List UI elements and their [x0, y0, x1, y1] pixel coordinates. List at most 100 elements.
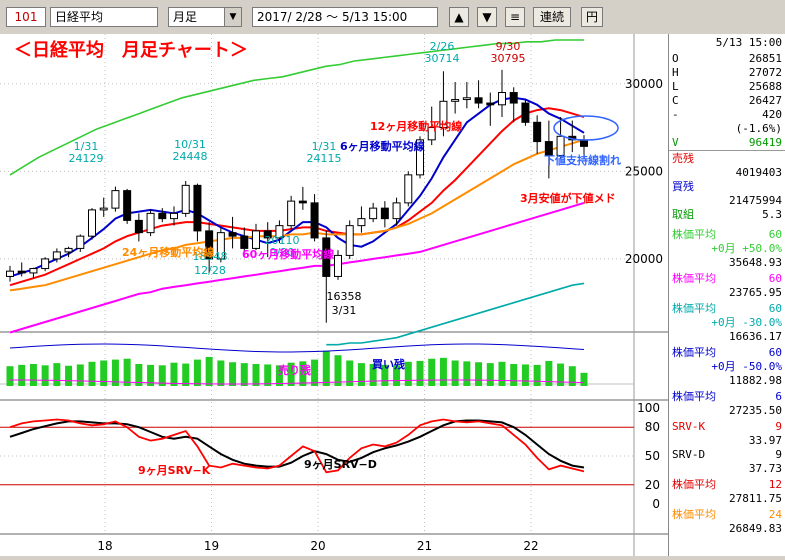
ohlc-value: 27072	[748, 66, 782, 79]
ma-line	[9, 107, 585, 287]
candle-body	[228, 232, 237, 237]
volume-bar	[568, 366, 576, 386]
annotation-label: 売り残	[278, 363, 311, 377]
volume-bar	[498, 361, 506, 386]
srv-tick-label: 50	[645, 449, 660, 463]
scroll-up-button[interactable]: ▲	[449, 7, 469, 27]
volume-bar	[557, 363, 565, 386]
ma60-3-pct: +0月 -30.0%	[711, 316, 782, 329]
ma-line	[9, 39, 584, 176]
annotation-label: 18948	[193, 250, 228, 263]
ohlc-key: C	[672, 94, 679, 107]
volume-bar	[100, 360, 108, 386]
quote-date-row: 5/13 15:00	[672, 36, 782, 49]
candle-body	[427, 127, 436, 141]
srv-tick-label: 20	[645, 478, 660, 492]
candle-body	[6, 270, 14, 277]
ohlc-value: 420	[762, 108, 782, 121]
volume-bar	[381, 364, 389, 386]
period-select-value: 月足	[173, 10, 198, 24]
buy-remain-label-row: 買残	[672, 180, 782, 193]
volume-bar	[428, 358, 436, 386]
ohlc-value: 25688	[748, 80, 782, 93]
volume-bar	[135, 364, 143, 386]
candle-body	[41, 258, 50, 270]
ma12-value-row: 27811.75	[672, 492, 782, 505]
candle-body	[369, 207, 378, 220]
toolbar: 101 日経平均 月足 ▼ 2017/ 2/28 〜 5/13 15:00 ▲ …	[0, 0, 785, 35]
scroll-down-button[interactable]: ▼	[477, 7, 497, 27]
srv-tick-label: 100	[637, 401, 660, 415]
date-range-field: 2017/ 2/28 〜 5/13 15:00	[252, 7, 438, 27]
candle-body	[439, 100, 448, 129]
ohlc-row: L 25688	[672, 80, 782, 93]
stock-name-field[interactable]: 日経平均	[50, 7, 158, 27]
candle-body	[146, 212, 155, 234]
ma6-value-row: 27235.50	[672, 404, 782, 417]
ohlc-key: L	[672, 80, 679, 93]
volume-bar	[357, 363, 365, 386]
x-tick-label: 22	[523, 539, 538, 553]
candle-body	[416, 139, 424, 176]
ma60-4-pct-row: +0月 -50.0%	[672, 360, 782, 373]
candle-body	[287, 200, 296, 227]
candle-body	[205, 230, 214, 260]
volume-bar	[369, 364, 377, 386]
ma60-4-period: 60	[768, 346, 782, 359]
menu-button[interactable]: ≡	[505, 7, 525, 27]
candle-body	[580, 139, 588, 147]
annotation-label: 16358	[327, 290, 362, 303]
volume-bar	[170, 362, 178, 386]
volume-bar	[18, 364, 26, 386]
ma60-1-row: 株価平均 60	[672, 228, 782, 241]
ma-line	[326, 282, 585, 346]
ohlc-row: C 26427	[672, 94, 782, 107]
candle-body	[380, 207, 389, 220]
candle-body	[509, 92, 518, 104]
candle-body	[486, 102, 495, 106]
chart-title: ＜日経平均 月足チャート＞	[14, 39, 248, 61]
volume-bar	[182, 363, 190, 386]
volume-bar	[533, 364, 541, 386]
volume-bar	[275, 365, 283, 386]
sell-remain-value-row: 4019403	[672, 166, 782, 179]
ma24-value: 26849.83	[729, 522, 782, 535]
chart-area: 18 19 20 21 22 30000 25000 20000 100 80 50 20 0 ＜日経平均…	[0, 34, 668, 556]
annotation-label: 24ヶ月移動平均線	[122, 245, 214, 259]
candle-body	[193, 184, 202, 232]
candle-body	[64, 247, 73, 253]
sell-remain-value: 4019403	[735, 166, 782, 179]
period-select[interactable]: 月足 ▼	[168, 7, 242, 27]
volume-bar	[510, 364, 518, 386]
candle-body	[88, 209, 96, 237]
buy-remain-label: 買残	[672, 180, 694, 193]
ma60-4-value-row: 11882.98	[672, 374, 782, 387]
volume-bar	[299, 361, 307, 386]
x-tick-label: 21	[417, 539, 432, 553]
srvd-value-row: 37.73	[672, 462, 782, 475]
candle-body	[99, 207, 108, 211]
ma60-4-pct: +0月 -50.0%	[711, 360, 782, 373]
candle-body	[76, 235, 85, 249]
annotation-label: 下値支持線割れ	[544, 153, 621, 167]
ma-line	[9, 138, 585, 292]
ma24-value-row: 26849.83	[672, 522, 782, 535]
stock-code-field[interactable]: 101	[6, 7, 46, 27]
volume-bar	[158, 365, 166, 386]
srvk-row: SRV-K 9	[672, 420, 782, 433]
ohlc-key: O	[672, 52, 679, 65]
srvk-period: 9	[775, 420, 782, 433]
volume-bar	[111, 359, 119, 386]
volume-bar	[334, 355, 342, 386]
ma12-label: 株価平均	[672, 478, 716, 491]
continuous-button[interactable]: 連続	[533, 7, 571, 27]
srvd-period: 9	[775, 448, 782, 461]
srv-k-line	[9, 418, 585, 474]
yen-button[interactable]: 円	[581, 7, 603, 27]
volume-bar	[76, 364, 84, 386]
ma60-2-period: 60	[768, 272, 782, 285]
annotation-label: 9ヶ月SRV−K	[138, 464, 211, 477]
annotation-label: 24448	[173, 150, 208, 163]
ohlc-row: - 420	[672, 108, 782, 121]
srvk-value: 33.97	[748, 434, 782, 447]
